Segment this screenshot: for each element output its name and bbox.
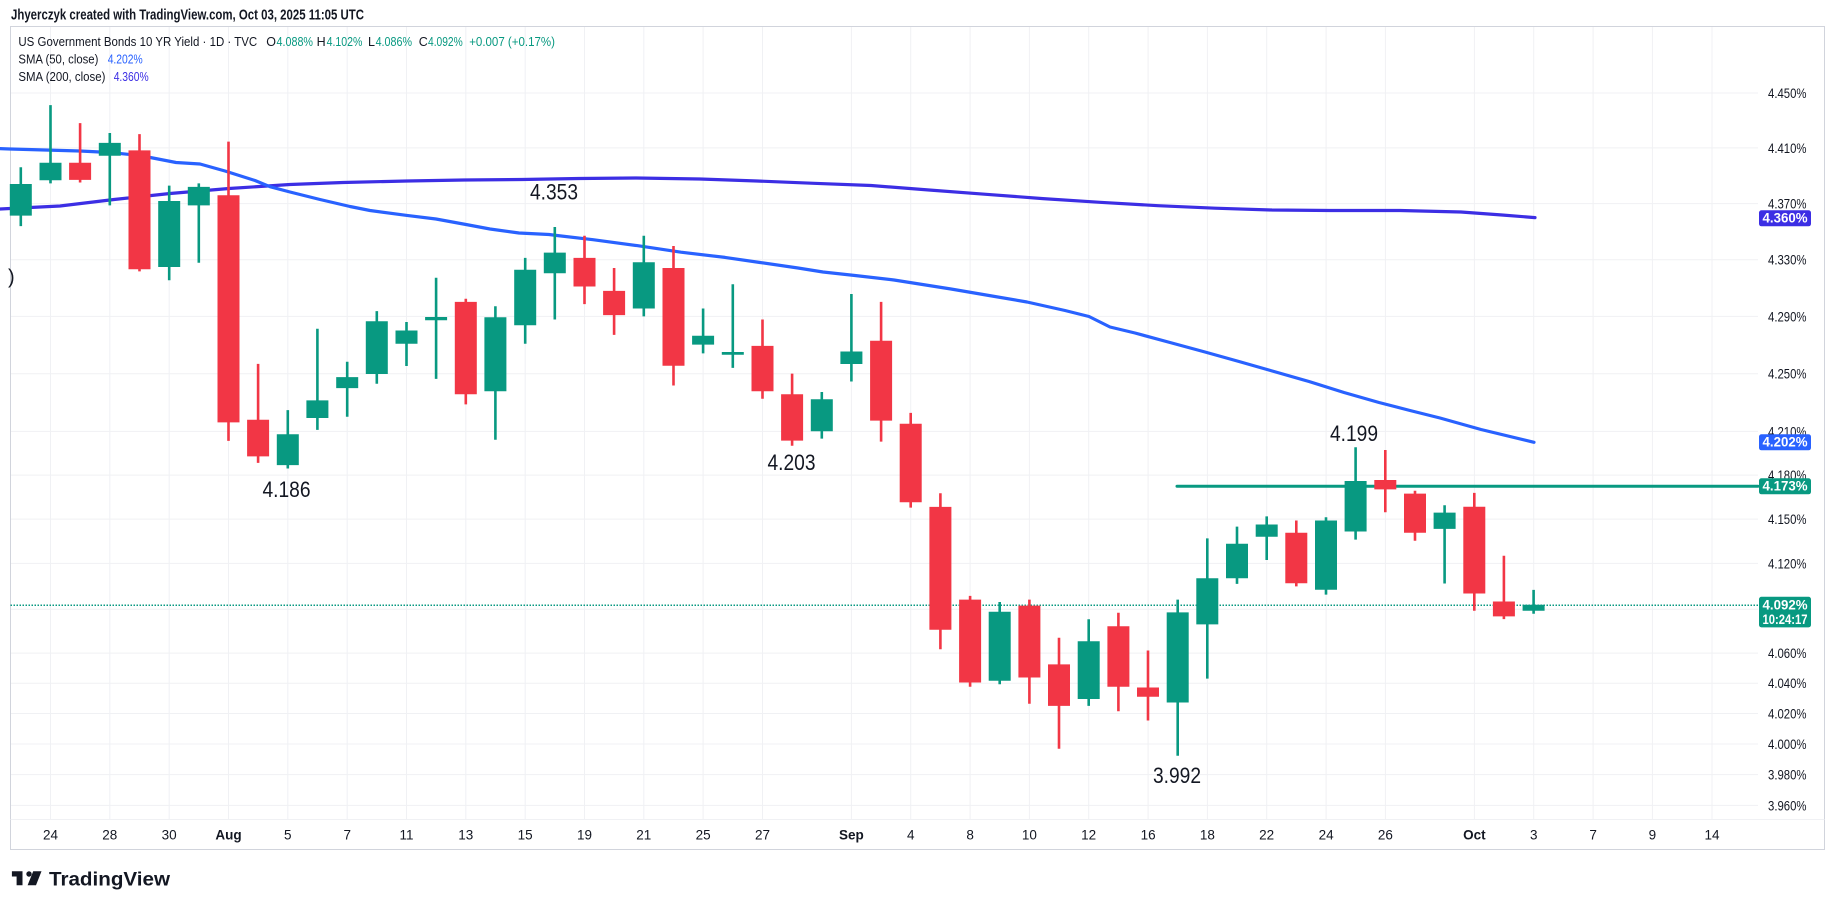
svg-text:H: H [317, 35, 326, 49]
svg-text:11: 11 [399, 828, 413, 843]
svg-text:SMA (200, close): SMA (200, close) [18, 70, 105, 84]
svg-text:4.000%: 4.000% [1768, 736, 1807, 752]
svg-text:19: 19 [577, 828, 592, 843]
svg-text:3.992: 3.992 [1153, 763, 1201, 788]
svg-text:4.092%: 4.092% [1763, 598, 1808, 613]
svg-text:3: 3 [1530, 828, 1538, 843]
svg-text:4.203: 4.203 [768, 450, 816, 475]
svg-text:24: 24 [43, 828, 59, 843]
svg-text:7: 7 [343, 828, 351, 843]
svg-text:): ) [8, 267, 15, 289]
svg-text:14: 14 [1704, 828, 1720, 843]
svg-text:4.088%: 4.088% [277, 35, 314, 49]
svg-text:US Government Bonds 10 YR Yiel: US Government Bonds 10 YR Yield · 1D · T… [18, 35, 257, 49]
svg-text:4.250%: 4.250% [1768, 366, 1807, 382]
svg-text:4: 4 [907, 828, 915, 843]
svg-text:Oct: Oct [1463, 828, 1486, 843]
svg-text:18: 18 [1200, 828, 1215, 843]
svg-text:3.960%: 3.960% [1768, 797, 1807, 813]
svg-text:21: 21 [636, 828, 651, 843]
svg-text:4.450%: 4.450% [1768, 85, 1807, 101]
svg-text:4.353: 4.353 [530, 180, 578, 205]
svg-text:4.202%: 4.202% [108, 52, 143, 66]
svg-text:4.360%: 4.360% [1763, 211, 1808, 226]
svg-text:4.360%: 4.360% [114, 70, 149, 84]
svg-text:Jhyerczyk created with Trading: Jhyerczyk created with TradingView.com, … [11, 7, 364, 24]
svg-text:26: 26 [1378, 828, 1393, 843]
svg-text:4.290%: 4.290% [1768, 308, 1807, 324]
svg-text:4.086%: 4.086% [376, 35, 412, 49]
svg-text:4.370%: 4.370% [1768, 196, 1807, 212]
svg-text:9: 9 [1649, 828, 1657, 843]
svg-text:4.102%: 4.102% [327, 35, 363, 49]
svg-text:SMA (50, close): SMA (50, close) [18, 52, 98, 66]
svg-text:4.150%: 4.150% [1768, 511, 1807, 527]
svg-text:Sep: Sep [839, 828, 864, 843]
svg-text:30: 30 [162, 828, 177, 843]
svg-text:4.330%: 4.330% [1768, 252, 1807, 268]
svg-text:10: 10 [1022, 828, 1037, 843]
svg-text:4.040%: 4.040% [1768, 675, 1807, 691]
svg-text:7: 7 [1589, 828, 1597, 843]
svg-text:22: 22 [1259, 828, 1274, 843]
svg-text:4.410%: 4.410% [1768, 140, 1807, 156]
svg-text:12: 12 [1081, 828, 1096, 843]
svg-text:L: L [368, 35, 375, 49]
svg-text:4.092%: 4.092% [428, 35, 463, 49]
svg-text:Aug: Aug [215, 828, 241, 843]
svg-text:5: 5 [284, 828, 292, 843]
svg-text:O: O [266, 35, 276, 49]
svg-text:4.202%: 4.202% [1763, 435, 1808, 450]
svg-text:25: 25 [696, 828, 711, 843]
svg-text:4.120%: 4.120% [1768, 555, 1807, 571]
svg-text:13: 13 [458, 828, 473, 843]
svg-text:4.060%: 4.060% [1768, 645, 1807, 661]
svg-text:4.020%: 4.020% [1768, 705, 1807, 721]
svg-text:16: 16 [1141, 828, 1156, 843]
svg-text:4.186: 4.186 [263, 477, 311, 502]
svg-text:C: C [419, 35, 428, 49]
svg-text:24: 24 [1319, 828, 1335, 843]
svg-text:8: 8 [966, 828, 974, 843]
svg-text:4.173%: 4.173% [1763, 479, 1808, 494]
svg-text:TradingView: TradingView [49, 868, 171, 890]
svg-text:27: 27 [755, 828, 770, 843]
svg-text:28: 28 [102, 828, 117, 843]
svg-text:10:24:17: 10:24:17 [1763, 612, 1808, 627]
svg-text:+0.007 (+0.17%): +0.007 (+0.17%) [469, 35, 555, 49]
svg-text:15: 15 [518, 828, 533, 843]
svg-text:3.980%: 3.980% [1768, 767, 1807, 783]
svg-text:4.199: 4.199 [1330, 421, 1378, 446]
